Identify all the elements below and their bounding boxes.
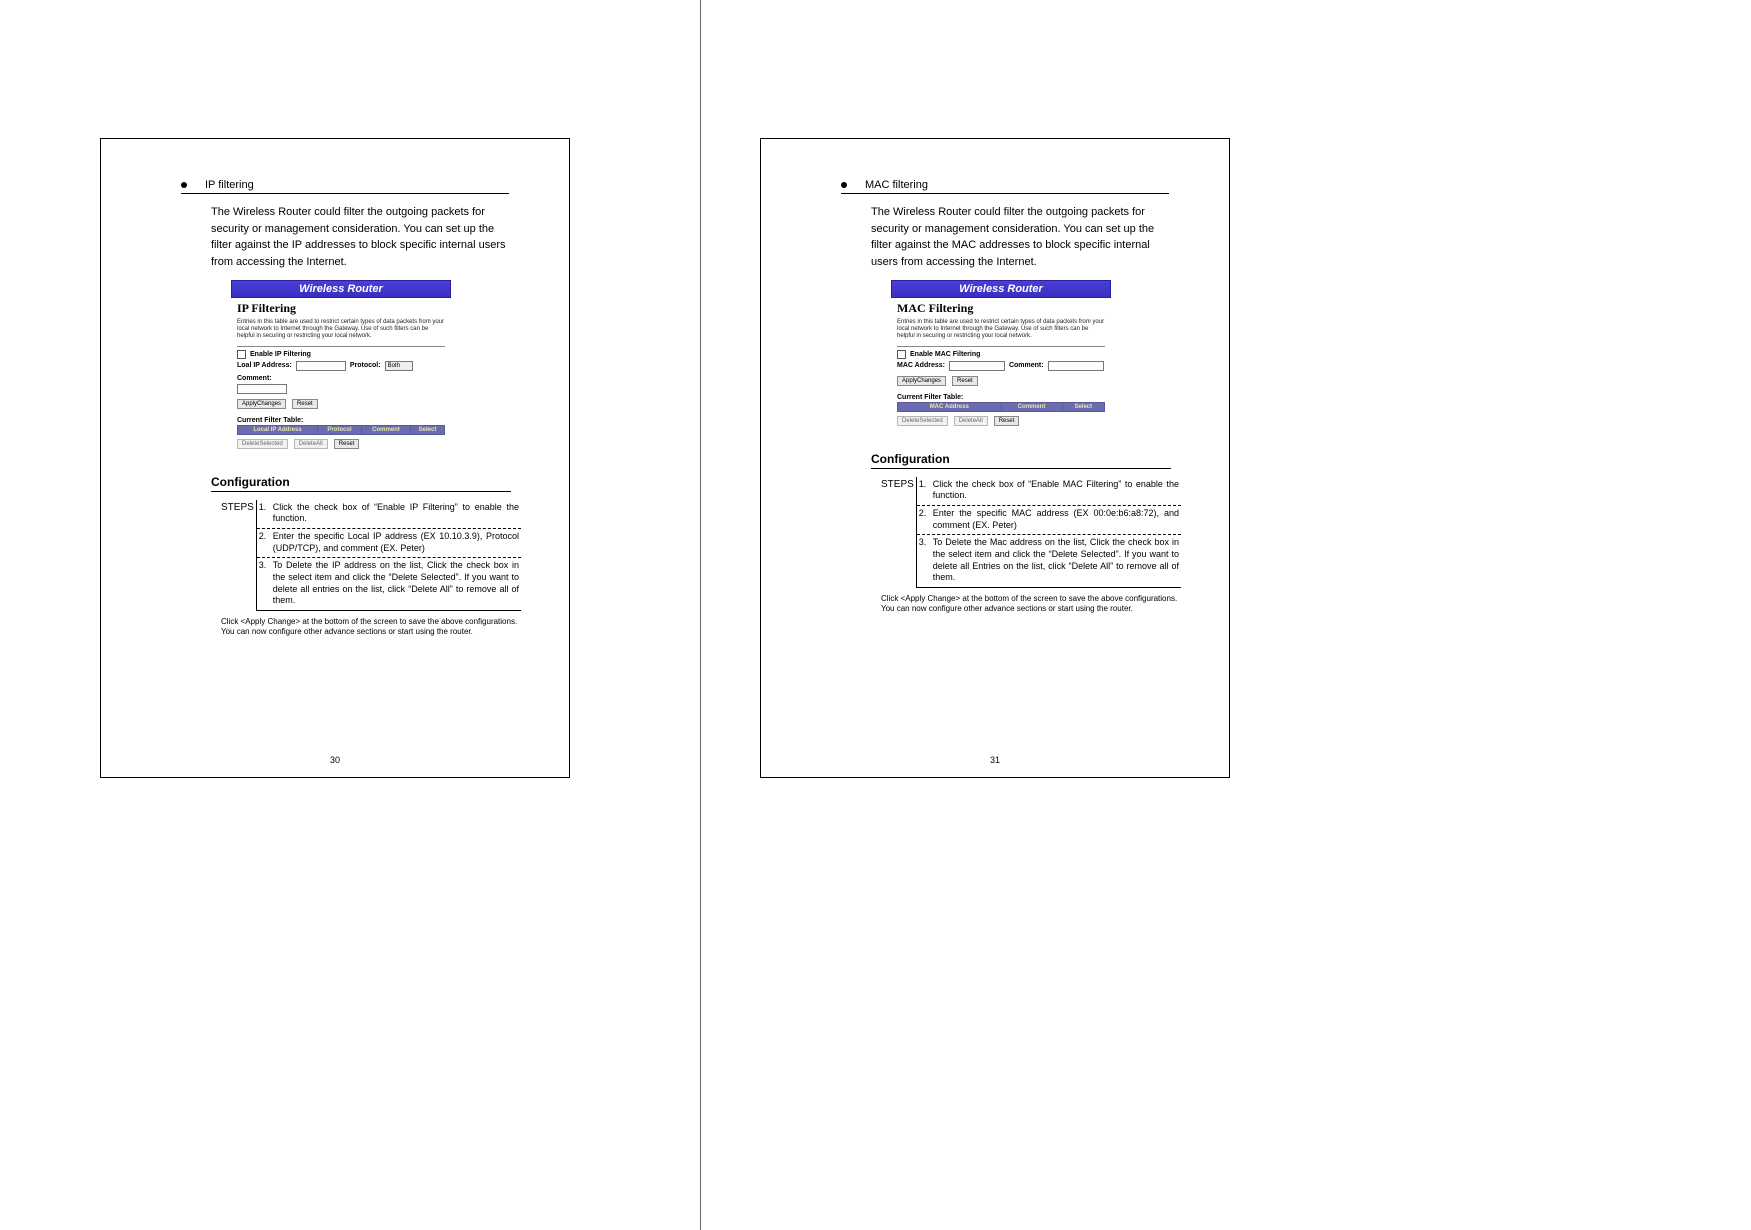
divider-line xyxy=(237,346,445,347)
section-title: MAC filtering xyxy=(865,179,928,191)
intro-text: The Wireless Router could filter the out… xyxy=(871,204,1169,270)
delete-selected-button[interactable]: DeleteSelected xyxy=(237,439,288,449)
filter-table-title: Current Filter Table: xyxy=(231,413,451,425)
filter-table-title: Current Filter Table: xyxy=(891,390,1111,402)
step-num: 3. xyxy=(259,560,273,607)
comment-label: Comment: xyxy=(1009,362,1044,369)
col-comment: Comment xyxy=(1001,402,1062,411)
delete-row: DeleteSelected DeleteAll Reset xyxy=(891,412,1111,430)
router-header: Wireless Router xyxy=(891,280,1111,298)
steps-body: 1.Click the check box of “Enable IP Filt… xyxy=(257,500,521,612)
comment-label: Comment: xyxy=(237,375,272,382)
bullet-icon xyxy=(181,182,187,188)
page-divider xyxy=(700,0,701,1230)
step-text: Enter the specific MAC address (EX 00:0e… xyxy=(933,508,1179,531)
router-panel-mac: Wireless Router MAC Filtering Entries in… xyxy=(891,280,1111,430)
mac-label: MAC Address: xyxy=(897,362,945,369)
mac-row: MAC Address: Comment: xyxy=(891,360,1111,372)
ip-input[interactable] xyxy=(296,361,346,371)
reset2-button[interactable]: Reset xyxy=(334,439,360,449)
col-select: Select xyxy=(410,425,444,434)
mac-input[interactable] xyxy=(949,361,1005,371)
footnote: Click <Apply Change> at the bottom of th… xyxy=(881,594,1181,613)
config-heading: Configuration xyxy=(211,475,511,492)
col-ip: Local IP Address xyxy=(238,425,318,434)
comment-input[interactable] xyxy=(237,384,287,394)
apply-button[interactable]: ApplyChanges xyxy=(237,399,286,409)
enable-row: Enable MAC Filtering xyxy=(891,349,1111,360)
section-heading-ip: IP filtering xyxy=(181,179,509,194)
steps-table: STEPS 1.Click the check box of “Enable I… xyxy=(221,500,521,612)
page-number: 30 xyxy=(101,755,569,765)
step-text: To Delete the Mac address on the list, C… xyxy=(933,537,1179,584)
protocol-select[interactable]: Both xyxy=(385,361,413,371)
section-title: IP filtering xyxy=(205,179,254,191)
delete-all-button[interactable]: DeleteAll xyxy=(294,439,328,449)
page-30: IP filtering The Wireless Router could f… xyxy=(100,138,570,778)
panel-title: IP Filtering xyxy=(231,298,451,316)
panel-description: Entries in this table are used to restri… xyxy=(891,316,1111,344)
col-comment: Comment xyxy=(361,425,410,434)
ip-row: Loal IP Address: Protocol: Both Comment: xyxy=(231,360,451,383)
apply-row: ApplyChanges Reset xyxy=(231,395,451,413)
protocol-value: Both xyxy=(388,363,400,369)
step-num: 1. xyxy=(919,479,933,502)
reset-button[interactable]: Reset xyxy=(292,399,318,409)
router-header: Wireless Router xyxy=(231,280,451,298)
step-text: Click the check box of “Enable IP Filter… xyxy=(273,502,519,525)
col-mac: MAC Address xyxy=(898,402,1002,411)
col-protocol: Protocol xyxy=(318,425,362,434)
enable-checkbox[interactable] xyxy=(237,350,246,359)
delete-row: DeleteSelected DeleteAll Reset xyxy=(231,435,451,453)
step-text: Click the check box of “Enable MAC Filte… xyxy=(933,479,1179,502)
step-num: 3. xyxy=(919,537,933,584)
step-row: 1.Click the check box of “Enable IP Filt… xyxy=(257,500,521,529)
filter-table: MAC Address Comment Select xyxy=(897,402,1105,412)
ip-label: Loal IP Address: xyxy=(237,362,292,369)
steps-label: STEPS xyxy=(221,500,257,612)
enable-label: Enable IP Filtering xyxy=(250,351,311,358)
router-panel-ip: Wireless Router IP Filtering Entries in … xyxy=(231,280,451,453)
steps-body: 1.Click the check box of “Enable MAC Fil… xyxy=(917,477,1181,589)
enable-label: Enable MAC Filtering xyxy=(910,351,980,358)
step-row: 1.Click the check box of “Enable MAC Fil… xyxy=(917,477,1181,506)
protocol-label: Protocol: xyxy=(350,362,381,369)
page-31: MAC filtering The Wireless Router could … xyxy=(760,138,1230,778)
reset-button[interactable]: Reset xyxy=(952,376,978,386)
config-heading: Configuration xyxy=(871,452,1171,469)
steps-table: STEPS 1.Click the check box of “Enable M… xyxy=(881,477,1181,589)
enable-row: Enable IP Filtering xyxy=(231,349,451,360)
steps-label: STEPS xyxy=(881,477,917,589)
footnote: Click <Apply Change> at the bottom of th… xyxy=(221,617,521,636)
page-number: 31 xyxy=(761,755,1229,765)
col-select: Select xyxy=(1062,402,1104,411)
step-text: Enter the specific Local IP address (EX … xyxy=(273,531,519,554)
step-num: 1. xyxy=(259,502,273,525)
enable-checkbox[interactable] xyxy=(897,350,906,359)
filter-table: Local IP Address Protocol Comment Select xyxy=(237,425,445,435)
divider-line xyxy=(897,346,1105,347)
comment-input[interactable] xyxy=(1048,361,1104,371)
apply-button[interactable]: ApplyChanges xyxy=(897,376,946,386)
panel-description: Entries in this table are used to restri… xyxy=(231,316,451,344)
step-row: 2.Enter the specific MAC address (EX 00:… xyxy=(917,506,1181,535)
step-num: 2. xyxy=(919,508,933,531)
reset2-button[interactable]: Reset xyxy=(994,416,1020,426)
step-row: 3.To Delete the Mac address on the list,… xyxy=(917,535,1181,588)
delete-selected-button[interactable]: DeleteSelected xyxy=(897,416,948,426)
step-num: 2. xyxy=(259,531,273,554)
step-row: 2.Enter the specific Local IP address (E… xyxy=(257,529,521,558)
bullet-icon xyxy=(841,182,847,188)
intro-text: The Wireless Router could filter the out… xyxy=(211,204,509,270)
section-heading-mac: MAC filtering xyxy=(841,179,1169,194)
panel-title: MAC Filtering xyxy=(891,298,1111,316)
comment-input-row xyxy=(231,383,451,395)
delete-all-button[interactable]: DeleteAll xyxy=(954,416,988,426)
step-row: 3.To Delete the IP address on the list, … xyxy=(257,558,521,611)
apply-row: ApplyChanges Reset xyxy=(891,372,1111,390)
step-text: To Delete the IP address on the list, Cl… xyxy=(273,560,519,607)
